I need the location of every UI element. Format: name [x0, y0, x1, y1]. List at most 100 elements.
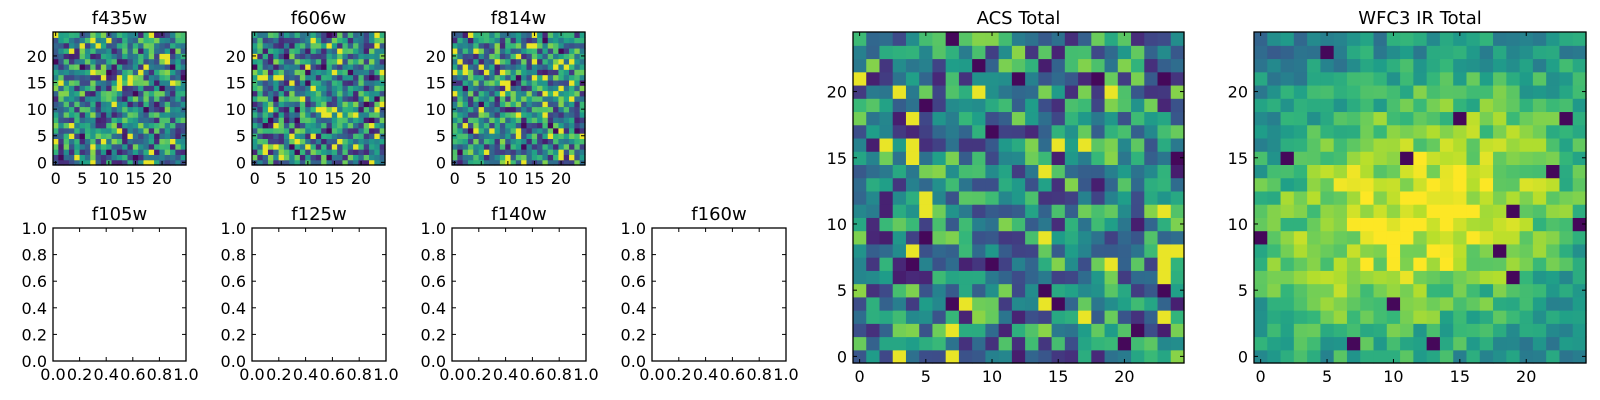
heatmap-cell [95, 79, 102, 86]
y-tick-label: 15 [27, 74, 47, 93]
heatmap-cell [95, 69, 102, 76]
heatmap-cell [299, 90, 306, 97]
heatmap-cell [1479, 71, 1494, 86]
heatmap-cell [1267, 349, 1282, 364]
heatmap-cell [1254, 204, 1268, 218]
heatmap-cell [958, 45, 973, 60]
heatmap-cell [116, 127, 123, 134]
heatmap-cell [499, 90, 506, 97]
heatmap-cell [1280, 58, 1295, 73]
heatmap-cell [132, 63, 139, 70]
heatmap-cell [353, 111, 359, 118]
heatmap-cell [1293, 349, 1308, 364]
heatmap-cell [363, 53, 370, 60]
heatmap-cell [1144, 296, 1159, 311]
heatmap-cell [1479, 177, 1494, 192]
y-tick-label: 20 [1228, 83, 1248, 102]
heatmap-cell [143, 37, 150, 44]
heatmap-cell [294, 32, 301, 38]
heatmap-cell [1320, 177, 1335, 192]
heatmap-cell [262, 122, 269, 129]
heatmap-cell [1559, 124, 1574, 139]
heatmap-cell [945, 32, 960, 46]
heatmap-cell [1280, 336, 1295, 351]
heatmap-cell [478, 111, 485, 118]
heatmap-cell [537, 159, 544, 166]
heatmap-cell [866, 230, 881, 245]
heatmap-cell [515, 138, 522, 145]
heatmap-cell [457, 58, 464, 65]
heatmap-cell [1386, 230, 1401, 245]
heatmap-cell [489, 32, 496, 38]
heatmap-cell [342, 106, 349, 113]
heatmap-cell [143, 79, 150, 86]
heatmap-cell [1506, 283, 1521, 298]
heatmap-cell [531, 95, 538, 102]
heatmap-cell [1493, 349, 1507, 364]
heatmap-cell [569, 37, 575, 44]
heatmap-cell [1506, 177, 1521, 192]
heatmap-cell [1038, 230, 1053, 245]
heatmap-cell [379, 90, 386, 97]
heatmap-cell [159, 149, 166, 155]
heatmap-cell [1466, 124, 1481, 139]
heatmap-cell [499, 138, 506, 145]
heatmap-cell [148, 138, 155, 145]
heatmap-cell [289, 47, 296, 54]
heatmap-cell [483, 53, 490, 60]
heatmap-cell [452, 138, 458, 145]
heatmap-cell [866, 111, 881, 126]
heatmap-cell [321, 74, 328, 81]
heatmap-cell [1546, 204, 1561, 218]
heatmap-cell [905, 164, 920, 179]
heatmap-cell [1078, 230, 1092, 245]
heatmap-cell [315, 79, 322, 86]
heatmap-cell [537, 149, 544, 155]
heatmap-cell [374, 69, 381, 76]
subplot-title: f606w [291, 8, 346, 29]
heatmap-cell [294, 138, 301, 145]
heatmap-cell [1157, 204, 1172, 218]
heatmap-cell [257, 122, 264, 129]
y-tick-label: 0.4 [221, 299, 246, 318]
heatmap-cell [1466, 84, 1481, 99]
heatmap-cell [1254, 71, 1268, 86]
heatmap-cell [1051, 230, 1066, 245]
heatmap-cell [1333, 98, 1348, 113]
heatmap-cell [79, 79, 86, 86]
heatmap-cell [1479, 98, 1494, 113]
heatmap-cell [353, 85, 359, 92]
heatmap-cell [337, 159, 344, 166]
heatmap-cell [95, 154, 102, 161]
heatmap-cell [294, 106, 301, 113]
heatmap-cell [358, 95, 365, 102]
heatmap-cell [106, 85, 113, 92]
heatmap-cell [1572, 270, 1587, 285]
heatmap-cell [267, 85, 274, 92]
heatmap-cell [531, 58, 538, 65]
heatmap-cell [483, 143, 490, 150]
heatmap-cell [569, 74, 575, 81]
heatmap-cell [542, 101, 549, 108]
heatmap-cell [515, 85, 522, 92]
heatmap-cell [1546, 58, 1561, 73]
heatmap-cell [175, 111, 182, 118]
heatmap-cell [569, 127, 575, 134]
heatmap-cell [1170, 336, 1185, 351]
heatmap-cell [1346, 111, 1361, 126]
heatmap-cell [1333, 217, 1348, 232]
heatmap-cell [1254, 217, 1268, 232]
heatmap-cell [1479, 296, 1494, 311]
heatmap-cell [170, 47, 176, 54]
heatmap-cell [164, 42, 171, 49]
heatmap-cell [289, 159, 296, 166]
heatmap-cell [853, 124, 867, 139]
heatmap-cell [515, 63, 522, 70]
heatmap-cell [63, 111, 70, 118]
heatmap-cell [505, 101, 512, 108]
heatmap-cell [1117, 84, 1132, 99]
heatmap-cell [1144, 45, 1159, 60]
heatmap-cell [531, 90, 538, 97]
heatmap-cell [473, 127, 480, 134]
heatmap-cell [1519, 58, 1534, 73]
